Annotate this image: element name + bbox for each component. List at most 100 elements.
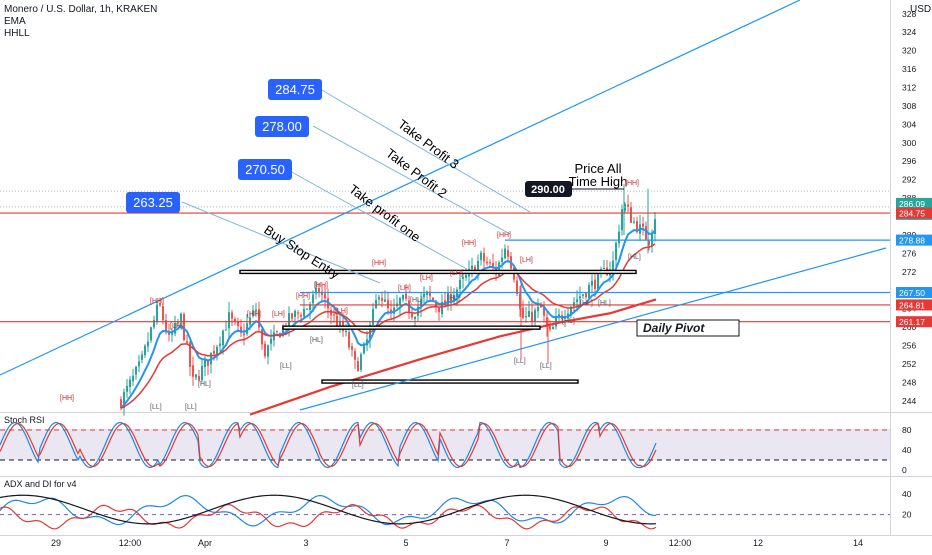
pivot-label: [LH] [420,275,433,282]
candle-body [570,306,572,315]
ath-annotation-line1: Price All [575,161,622,176]
adx-tick-label: 40 [902,489,912,499]
candle-body [375,299,377,309]
pivot-label: [HL] [310,337,323,344]
time-tick-label: 12:00 [669,538,692,548]
candle-body [162,306,164,321]
candle-body [636,221,638,233]
candle-body [384,299,386,302]
time-tick-label: 29 [51,538,61,548]
candle-body [612,260,614,271]
candle-body [372,309,374,325]
candle-body [414,316,416,320]
candle-body [318,288,320,293]
candle-body [171,333,173,335]
candle-body [264,343,266,357]
pivot-label: [LH] [398,285,411,292]
candle-body [417,306,419,316]
time-tick-label: 9 [603,538,608,548]
candle-body [615,242,617,260]
pivot-label: [LH] [272,311,285,318]
candle-body [450,293,452,304]
pivot-label: [LL] [150,404,162,411]
price-axis-border [890,0,891,535]
candle-body [141,354,143,360]
price-tick-label: 276 [902,248,916,258]
candle-body [597,272,599,291]
time-tick-label: 14 [853,538,863,548]
pivot-label: [HL] [410,297,423,304]
candle-body [516,280,518,294]
candle-body [435,301,437,307]
price-axis-badge-text: 261.17 [899,317,925,327]
candle-body [492,263,494,268]
candle-body [246,323,248,334]
candle-body [351,346,353,350]
candle-body [306,308,308,310]
target-price-box [268,79,322,100]
pivot-label: [LH] [335,308,348,315]
target-pointer-line [312,125,511,235]
candle-body [243,333,245,336]
pivot-label: [HL] [598,300,611,307]
candle-body [258,309,260,328]
pivot-label: [LL] [352,382,364,389]
ath-annotation-line2: Time High [569,174,628,189]
price-axis-badge-text: 264.81 [899,300,925,310]
candle-body [324,293,326,299]
pivot-label: [HL] [580,300,593,307]
pivot-label: [LH] [450,270,463,277]
candle-body [192,365,194,377]
ath-price-text: 290.00 [531,184,565,196]
candle-body [603,268,605,270]
candle-body [207,359,209,366]
pivot-label: [HH] [625,180,639,187]
candle-body [282,326,284,336]
candle-body [387,299,389,309]
candle-body [144,345,146,356]
target-price-box [126,192,180,213]
range-box [239,269,637,275]
pivot-label: [LH] [520,257,533,264]
target-pointer-line [287,169,466,269]
price-axis-badge [896,299,932,311]
candle-body [147,341,149,347]
candle-body [237,321,239,326]
time-tick-label: 5 [403,538,408,548]
candle-body [234,318,236,322]
pivot-label: [HH] [372,260,386,267]
candle-body [138,361,140,367]
price-axis-badge [896,207,932,219]
candle-body [228,312,230,329]
candle-body [459,279,461,289]
target-price-text: 278.00 [262,119,302,134]
candle-body [315,287,317,294]
target-pointer-line [319,88,531,213]
time-tick-label: 12 [753,538,763,548]
pivot-label: [HH] [296,293,310,300]
candle-body [573,302,575,307]
candle-body [294,310,296,318]
candle-body [519,293,521,309]
chart-title: Monero / U.S. Dollar, 1h, KRAKEN [4,4,158,15]
price-tick-label: 320 [902,46,916,56]
candle-body [120,399,122,409]
candle-body [165,320,167,333]
candle-body [159,303,161,306]
time-tick-label: 7 [504,538,509,548]
candle-body [633,221,635,223]
candle-body [531,311,533,322]
candle-body [195,374,197,378]
candle-body [585,293,587,298]
candle-body [534,309,536,322]
candle-body [201,366,203,381]
candle-body [132,375,134,382]
candle-body [225,329,227,331]
candle-body [156,304,158,322]
ema-medium-line [120,243,656,409]
pivot-label: [LL] [280,363,292,370]
pivot-label: [LL] [540,363,552,370]
candle-body [594,279,596,290]
